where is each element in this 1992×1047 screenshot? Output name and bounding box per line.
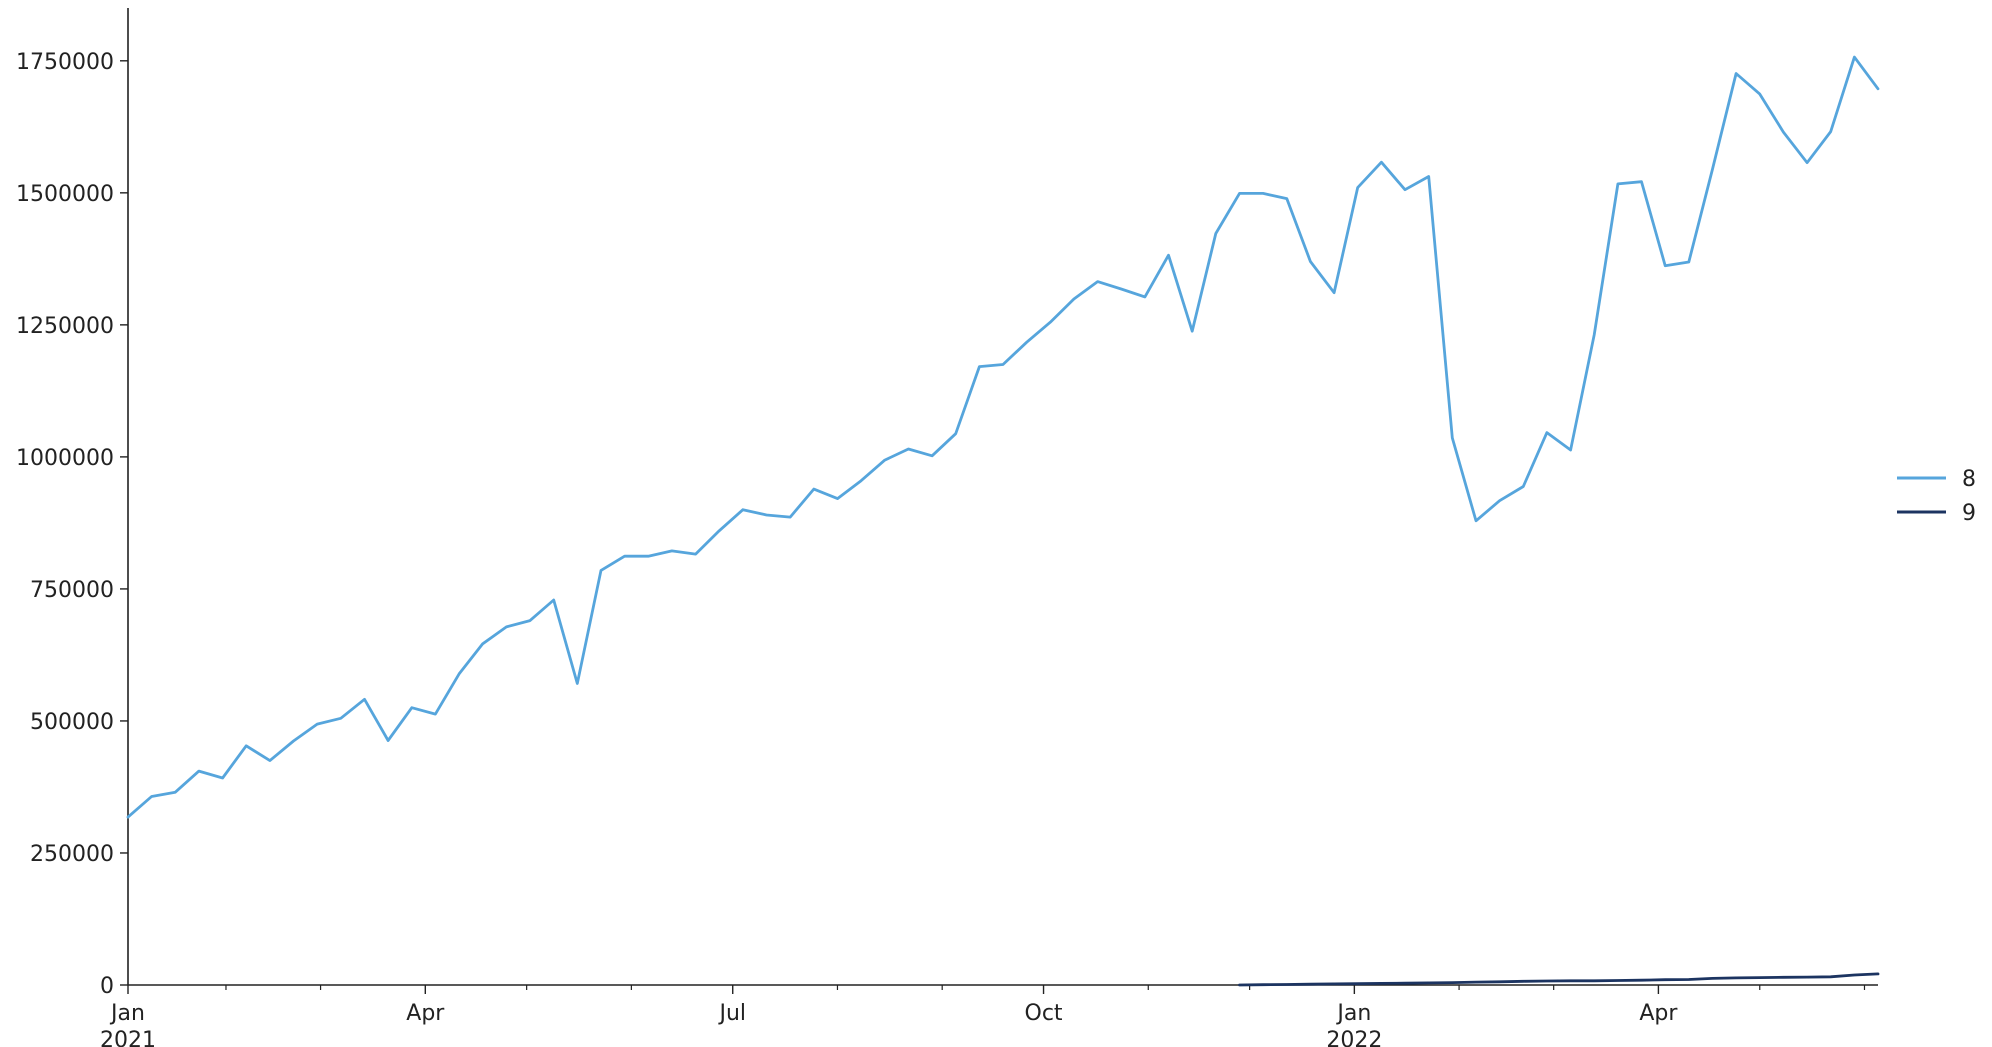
x-tick-label: Jan [109,1001,145,1026]
y-tick-label: 1750000 [16,50,114,75]
x-tick-label: Jan [1335,1001,1371,1026]
y-tick-label: 500000 [30,710,114,735]
y-tick-label: 0 [100,974,114,999]
x-axis-ticks: Jan 2021 Apr Jul Oct Jan 2022 Apr [100,985,1866,1047]
y-tick-label: 1250000 [16,314,114,339]
x-tick-label: Apr [406,1001,445,1026]
axes [127,8,1878,986]
series-lines [126,55,1880,987]
series-line-8 [126,55,1880,819]
x-tick-label: Apr [1639,1001,1678,1026]
legend: 89 [1897,467,1976,526]
y-tick-label: 1500000 [16,182,114,207]
x-tick-year-label: 2021 [100,1028,156,1047]
x-tick-label: Jul [717,1001,746,1026]
series-line-9 [1238,972,1880,987]
legend-label: 9 [1962,501,1976,526]
y-tick-label: 750000 [30,578,114,603]
y-tick-label: 1000000 [16,446,114,471]
y-tick-label: 250000 [30,842,114,867]
x-tick-year-label: 2022 [1326,1028,1382,1047]
legend-label: 8 [1962,467,1976,492]
y-axis-ticks: 0 250000 500000 750000 1000000 1250000 1500000… [16,50,128,999]
x-tick-label: Oct [1025,1001,1063,1026]
